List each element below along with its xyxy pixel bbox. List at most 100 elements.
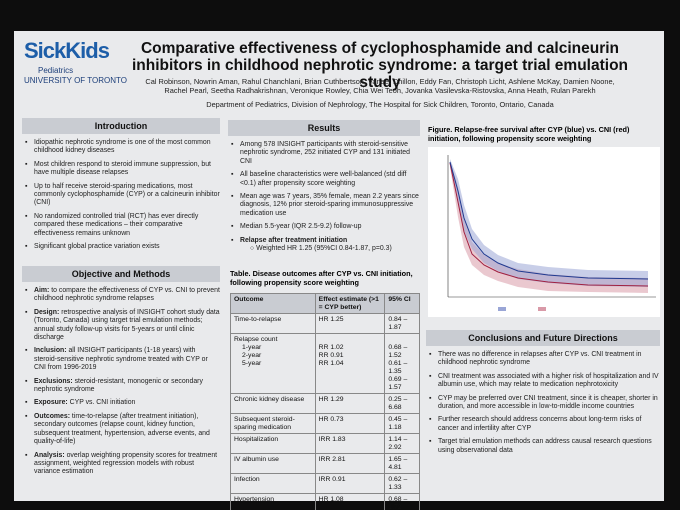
bullet: Aim: to compare the effectiveness of CYP… (25, 287, 220, 304)
table-row: Hypertension HR 1.08 0.68 – 1.72 (230, 493, 420, 510)
table-cell: 1.65 – 4.81 (384, 453, 420, 474)
figure-title: Figure. Relapse-free survival after CYP … (428, 125, 630, 143)
section-heading: Conclusions and Future Directions (426, 330, 660, 346)
bullet: No randomized controlled trial (RCT) has… (25, 213, 220, 238)
bullet: Relapse after treatment initiation○ Weig… (231, 236, 420, 254)
text: Weighted HR 1.25 (95%CI 0.84-1.87, p=0.3… (256, 245, 392, 253)
table-cell: 1.14 – 2.92 (384, 433, 420, 454)
cell-line: 0.69 – 1.57 (388, 375, 408, 391)
table-cell: HR 1.25 (314, 313, 386, 334)
table-cell: 0.25 – 6.68 (384, 393, 420, 414)
bullet: Design: retrospective analysis of INSIGH… (25, 308, 220, 343)
header-cell: Outcome (230, 293, 316, 314)
bold-label: Inclusion: (34, 347, 67, 355)
table-cell: IRR 1.83 (314, 433, 386, 454)
table-cell: Relapse count 1-year 2-year 5-year (230, 333, 316, 394)
logo-sub: UNIVERSITY OF TORONTO (24, 76, 127, 85)
bullet: Further research should address concerns… (429, 416, 660, 433)
logo: SickKids (24, 38, 110, 63)
bullet: Up to half receive steroid-sparing medic… (25, 183, 220, 208)
bold-label: Exposure: (34, 399, 68, 407)
results-section: Results Among 578 INSIGHT participants w… (228, 120, 420, 258)
table: Outcome Effect estimate (>1 = CYP better)… (230, 293, 420, 510)
bullet: Target trial emulation methods can addre… (429, 438, 660, 455)
conclusions-section: Conclusions and Future Directions There … (426, 330, 660, 460)
table-title: Table. Disease outcomes after CYP vs. CN… (230, 269, 413, 287)
table-cell: HR 1.29 (314, 393, 386, 414)
table-cell: Time-to-relapse (230, 313, 316, 334)
title: Comparative effectiveness of cyclophosph… (131, 40, 629, 91)
table-row: Hospitalization IRR 1.83 1.14 – 2.92 (230, 433, 420, 454)
section-heading: Introduction (22, 118, 220, 134)
table-cell: IRR 2.81 (314, 453, 386, 474)
cell-line: RR 1.04 (318, 359, 344, 367)
table-cell: Infection (230, 473, 316, 494)
intro-section: Introduction Idiopathic nephrotic syndro… (22, 118, 220, 256)
table-cell: 0.62 – 1.33 (384, 473, 420, 494)
table-cell: IRR 0.91 (314, 473, 386, 494)
bullet-list: Aim: to compare the effectiveness of CYP… (22, 287, 220, 477)
sub-bullet: ○ Weighted HR 1.25 (95%CI 0.84-1.87, p=0… (250, 245, 392, 253)
bullet: Among 578 INSIGHT participants with ster… (231, 141, 420, 166)
table-row: Subsequent steroid-sparing medication HR … (230, 413, 420, 434)
bullet: Analysis: overlap weighting propensity s… (25, 451, 220, 477)
cell-line: 0.68 – 1.52 (388, 343, 408, 359)
table-cell: RR 1.02 RR 0.91 RR 1.04 (314, 333, 386, 394)
bullet: Inclusion: all INSIGHT participants (1-1… (25, 347, 220, 372)
table-cell: Subsequent steroid-sparing medication (230, 413, 316, 434)
bullet: Median 5.5-year (IQR 2.5-9.2) follow-up (231, 223, 420, 232)
text: CYP vs. CNI initiation (69, 399, 136, 407)
authors: Cal Robinson, Nowrin Aman, Rahul Chanchl… (145, 77, 615, 95)
km-plot (428, 147, 660, 317)
bullet: All baseline characteristics were well-b… (231, 171, 420, 188)
table-cell: 0.45 – 1.18 (384, 413, 420, 434)
figure-section: Figure. Relapse-free survival after CYP … (428, 125, 660, 322)
text: steroid-resistant, monogenic or secondar… (34, 377, 203, 394)
text: time-to-relapse (after treatment initiat… (34, 412, 210, 446)
bold-label: Analysis: (34, 451, 65, 459)
text: all INSIGHT participants (1-18 years) wi… (34, 347, 208, 372)
header-cell: Effect estimate (>1 = CYP better) (314, 293, 386, 314)
table-cell: 0.68 – 1.72 (384, 493, 420, 510)
table-section: Table. Disease outcomes after CYP vs. CN… (230, 269, 420, 510)
table-row: Chronic kidney disease HR 1.29 0.25 – 6.68 (230, 393, 420, 414)
table-row: Time-to-relapse HR 1.25 0.84 – 1.87 (230, 313, 420, 334)
text: retrospective analysis of INSIGHT cohort… (34, 308, 220, 342)
cell-line: 2-year (242, 351, 262, 359)
bullet-list: Among 578 INSIGHT participants with ster… (228, 141, 420, 232)
section-heading: Results (228, 120, 420, 136)
table-cell: Hypertension (230, 493, 316, 510)
table-cell: Chronic kidney disease (230, 393, 316, 414)
bullet: Significant global practice variation ex… (25, 243, 220, 252)
cell-line: RR 1.02 (318, 343, 344, 351)
bullet: Exposure: CYP vs. CNI initiation (25, 399, 220, 408)
bold-label: Design: (34, 308, 60, 316)
section-heading: Objective and Methods (22, 266, 220, 282)
bullet-list: Relapse after treatment initiation○ Weig… (228, 237, 420, 254)
bullet: Mean age was 7 years, 35% female, mean 2… (231, 193, 420, 218)
table-cell: Hospitalization (230, 433, 316, 454)
bullet: CNI treatment was associated with a high… (429, 373, 660, 390)
bold-text: Relapse after treatment initiation (240, 236, 348, 244)
bullet: Outcomes: time-to-relapse (after treatme… (25, 412, 220, 447)
table-cell: HR 1.08 (314, 493, 386, 510)
bullet: Exclusions: steroid-resistant, monogenic… (25, 377, 220, 395)
bold-label: Exclusions: (34, 377, 73, 385)
table-cell: 0.68 – 1.52 0.61 – 1.35 0.69 – 1.57 (384, 333, 420, 394)
text: overlap weighting propensity scores for … (34, 451, 218, 476)
cell-line: 0.61 – 1.35 (388, 359, 408, 375)
table-header: Outcome Effect estimate (>1 = CYP better)… (230, 293, 420, 314)
bullet-list: There was no difference in relapses afte… (426, 351, 660, 455)
table-cell: HR 0.73 (314, 413, 386, 434)
table-row: Infection IRR 0.91 0.62 – 1.33 (230, 473, 420, 494)
bullet-list: Idiopathic nephrotic syndrome is one of … (22, 139, 220, 252)
table-cell: IV albumin use (230, 453, 316, 474)
table-cell: 0.84 – 1.87 (384, 313, 420, 334)
affiliation: Department of Pediatrics, Division of Ne… (206, 100, 554, 109)
table-row: IV albumin use IRR 2.81 1.65 – 4.81 (230, 453, 420, 474)
logo-sub: Pediatrics (38, 66, 74, 75)
bullet: CYP may be preferred over CNI treatment,… (429, 395, 660, 412)
cell-line: Relapse count (234, 335, 278, 343)
bullet: Most children respond to steroid immune … (25, 161, 220, 178)
